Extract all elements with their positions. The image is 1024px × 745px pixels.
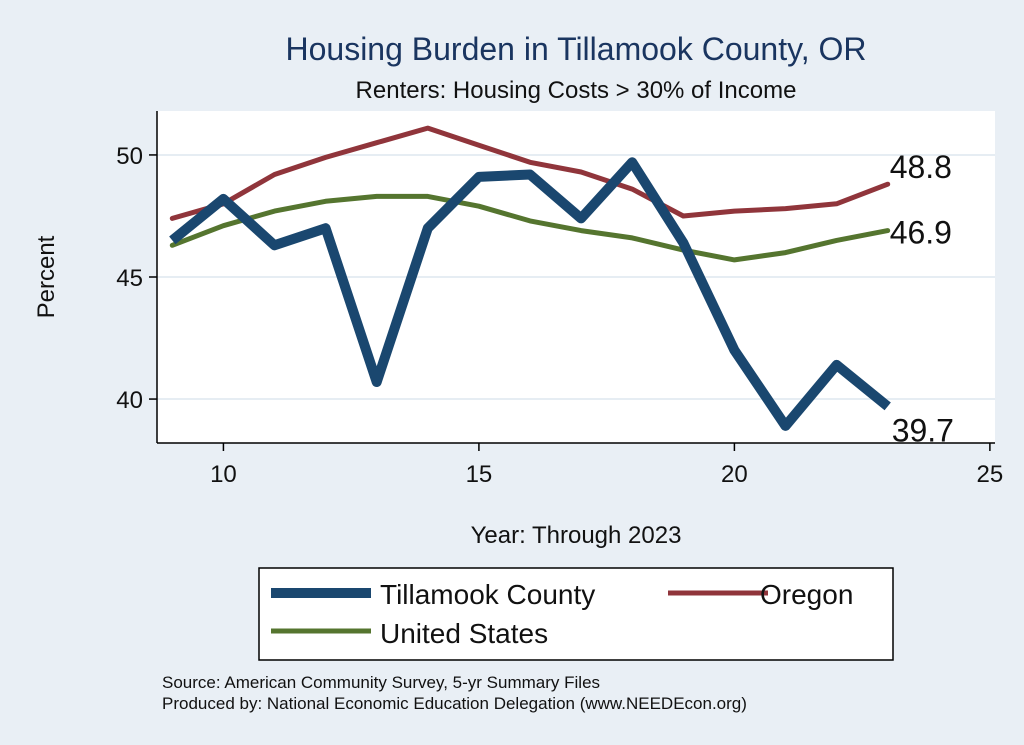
y-tick-label: 45 xyxy=(116,265,143,292)
x-tick-label: 20 xyxy=(721,461,748,488)
legend: Tillamook County Oregon United States xyxy=(258,567,894,661)
tick-labels: 40 45 50 10 15 20 25 xyxy=(116,143,1003,488)
producer-line: Produced by: National Economic Education… xyxy=(162,694,747,713)
end-label-oregon: 48.8 xyxy=(890,149,952,185)
legend-label-united-states: United States xyxy=(380,618,548,649)
source-line: Source: American Community Survey, 5-yr … xyxy=(162,673,600,692)
legend-box xyxy=(258,567,894,661)
gridlines xyxy=(157,153,995,401)
series-line-tillamook-county xyxy=(169,157,891,431)
end-label-tillamook-county: 39.7 xyxy=(892,412,954,448)
chart-title: Housing Burden in Tillamook County, OR xyxy=(285,31,866,67)
x-tick-label: 10 xyxy=(210,461,237,488)
axes xyxy=(149,111,995,451)
chart-subtitle: Renters: Housing Costs > 30% of Income xyxy=(356,77,797,104)
y-tick-label: 40 xyxy=(116,387,143,414)
end-label-united-states: 46.9 xyxy=(890,215,952,251)
x-axis-label: Year: Through 2023 xyxy=(471,522,682,549)
legend-label-oregon: Oregon xyxy=(760,579,853,610)
y-tick-label: 50 xyxy=(116,143,143,170)
y-axis-label: Percent xyxy=(33,235,60,318)
x-tick-label: 15 xyxy=(466,461,493,488)
series-line-oregon xyxy=(169,125,891,221)
legend-label-tillamook-county: Tillamook County xyxy=(380,579,595,610)
series-lines xyxy=(169,125,891,431)
series-line-united-states xyxy=(169,193,891,263)
end-value-labels: 39.7 48.8 46.9 xyxy=(890,149,954,448)
x-tick-label: 25 xyxy=(977,461,1004,488)
